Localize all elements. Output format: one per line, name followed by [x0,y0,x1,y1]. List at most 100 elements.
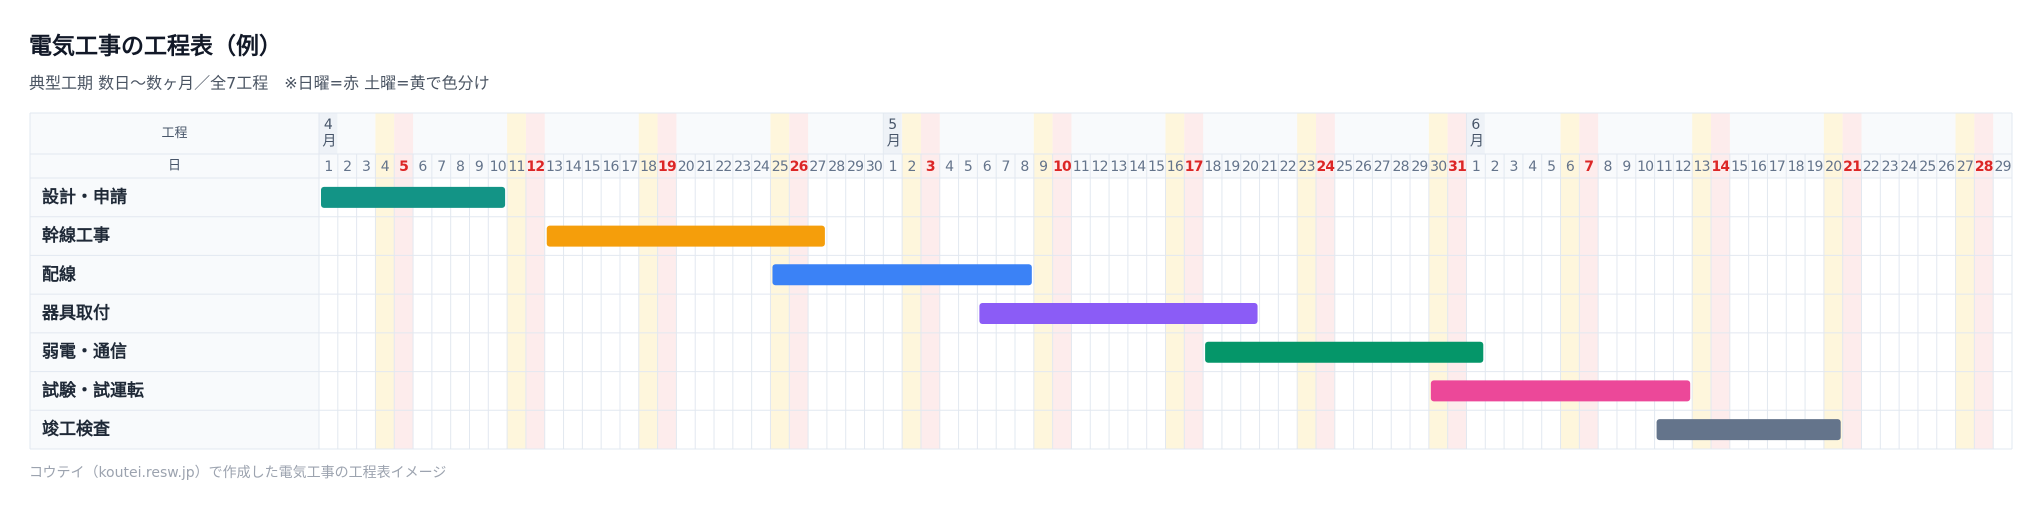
day-label: 18 [1788,159,1804,175]
task-bar [1656,419,1841,441]
saturday-column [1165,113,1185,449]
day-label: 3 [926,159,935,175]
sunday-column [1711,113,1730,449]
day-label: 3 [362,159,370,175]
day-label: 2 [343,159,351,175]
day-label: 15 [1731,159,1747,175]
day-label: 14 [1711,159,1730,175]
day-label: 23 [1298,159,1314,175]
day-label: 1 [1472,159,1480,175]
day-label: 3 [1509,159,1517,175]
day-label: 27 [1957,159,1973,175]
saturday-column [1428,113,1448,449]
day-label: 16 [602,159,619,175]
day-label: 10 [490,159,506,175]
sunday-column [525,113,545,449]
day-label: 20 [1242,159,1258,175]
day-label: 24 [753,159,770,175]
day-label: 31 [1448,159,1466,175]
day-label: 6 [983,159,992,175]
day-label: 13 [546,159,562,175]
day-label: 22 [1863,159,1879,175]
day-label: 18 [640,159,656,175]
saturday-column [1033,113,1053,449]
day-label: 8 [1604,159,1612,175]
task-name: 幹線工事 [42,225,110,246]
day-label: 12 [526,159,544,175]
day-label: 23 [734,159,750,175]
day-header: 日 [168,159,181,174]
day-label: 7 [1584,159,1593,175]
day-label: 1 [889,159,897,175]
task-bar [321,186,506,208]
day-label: 21 [1843,159,1861,175]
saturday-column [1692,113,1712,449]
day-label: 30 [1430,159,1446,175]
day-label: 10 [1637,159,1653,175]
task-name: 器具取付 [41,303,110,324]
sunday-column [1447,113,1467,449]
day-label: 27 [1374,159,1390,175]
day-label: 7 [1002,159,1010,175]
day-label: 29 [1994,159,2010,175]
day-label: 23 [1882,159,1898,175]
day-label: 20 [1825,159,1841,175]
day-label: 18 [1204,159,1220,175]
task-header: 工程 [161,126,187,141]
day-label: 5 [1547,159,1555,175]
day-label: 11 [1656,159,1672,175]
task-name: 弱電・通信 [42,341,127,362]
task-bar [1430,380,1691,402]
day-label: 2 [907,159,915,175]
day-label: 9 [1622,159,1630,175]
saturday-column [1560,113,1580,449]
sunday-column [1184,113,1204,449]
day-label: 5 [964,159,972,175]
month-cell-bg [319,113,338,154]
day-label: 29 [1411,159,1427,175]
day-label: 30 [866,159,882,175]
day-label: 17 [1769,159,1785,175]
day-label: 17 [1185,159,1203,175]
month-label: 5月 [885,117,901,148]
day-label: 17 [621,159,637,175]
day-label: 16 [1167,159,1184,175]
day-label: 12 [1675,159,1691,175]
day-label: 11 [508,159,524,175]
task-name: 配線 [42,264,76,285]
task-bar [1205,341,1484,363]
sunday-column [1315,113,1335,449]
day-label: 28 [828,159,844,175]
footer: コウテイ（koutei.resw.jp）で作成した電気工事の工程表イメージ [29,465,446,481]
day-label: 5 [399,159,408,175]
day-label: 12 [1092,159,1108,175]
day-label: 10 [1053,159,1072,175]
day-label: 8 [1020,159,1028,175]
day-label: 15 [1148,159,1164,175]
sunday-column [657,113,677,449]
sunday-column [1052,113,1072,449]
task-bar [979,303,1258,324]
month-label: 4月 [320,117,336,148]
day-label: 4 [381,159,390,175]
day-label: 24 [1316,159,1335,175]
day-label: 9 [475,159,483,175]
sunday-column [1579,113,1599,449]
saturday-column [507,113,526,449]
day-label: 28 [1393,159,1409,175]
day-label: 1 [324,159,332,175]
day-label: 25 [772,159,788,175]
day-label: 4 [945,159,954,175]
task-bar [772,264,1032,286]
day-label: 16 [1750,159,1767,175]
day-label: 2 [1491,159,1499,175]
day-label: 29 [847,159,863,175]
day-label: 19 [1223,159,1239,175]
saturday-column [638,113,658,449]
day-label: 24 [1900,159,1917,175]
day-label: 15 [584,159,600,175]
day-label: 26 [790,159,808,175]
task-name: 設計・申請 [42,186,127,207]
day-label: 22 [715,159,731,175]
